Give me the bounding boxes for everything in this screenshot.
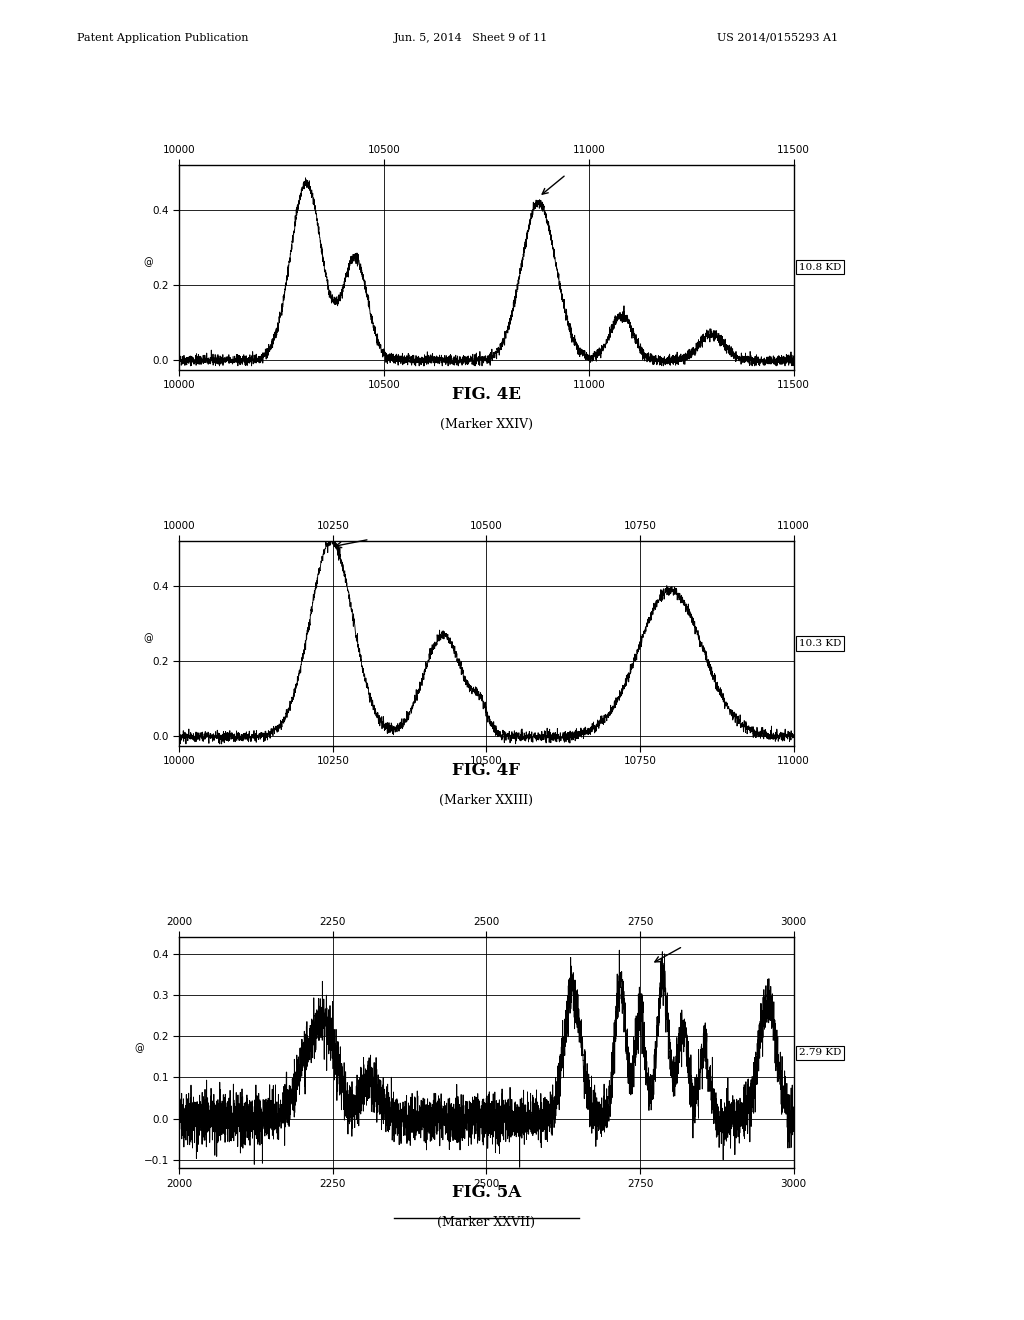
Y-axis label: @: @: [134, 1043, 144, 1053]
Y-axis label: @: @: [143, 634, 153, 644]
Text: (Marker XXIII): (Marker XXIII): [439, 793, 534, 807]
Text: US 2014/0155293 A1: US 2014/0155293 A1: [717, 33, 838, 44]
Text: 2.79 KD: 2.79 KD: [799, 1048, 841, 1057]
Text: 10.3 KD: 10.3 KD: [799, 639, 841, 648]
Text: Jun. 5, 2014   Sheet 9 of 11: Jun. 5, 2014 Sheet 9 of 11: [394, 33, 549, 44]
Text: (Marker XXVII): (Marker XXVII): [437, 1216, 536, 1229]
Text: Patent Application Publication: Patent Application Publication: [77, 33, 248, 44]
Text: FIG. 4E: FIG. 4E: [452, 385, 521, 403]
Text: (Marker XXIV): (Marker XXIV): [440, 417, 532, 430]
Text: 10.8 KD: 10.8 KD: [799, 263, 841, 272]
Text: FIG. 5A: FIG. 5A: [452, 1184, 521, 1201]
Y-axis label: @: @: [143, 257, 153, 267]
Text: FIG. 4F: FIG. 4F: [453, 762, 520, 779]
